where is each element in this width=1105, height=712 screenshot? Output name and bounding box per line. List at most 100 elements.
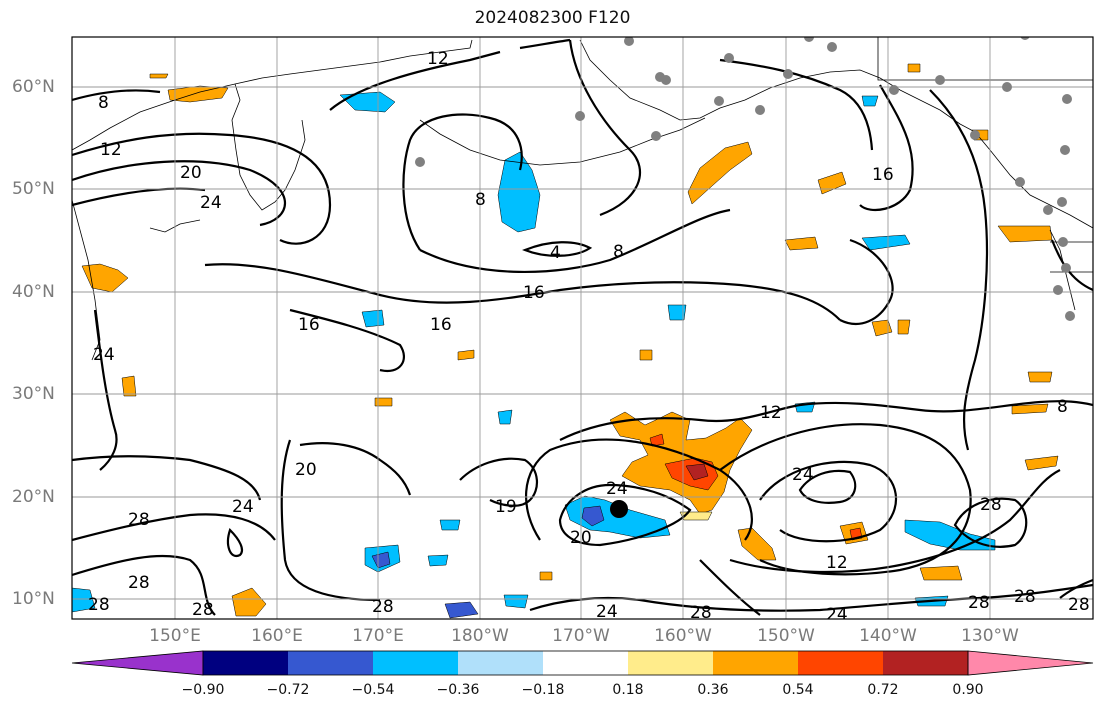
- contour-line: [839, 238, 894, 325]
- contour-line: [522, 241, 593, 257]
- contour-line: [72, 513, 276, 542]
- colorbar-tick-label: 0.18: [612, 682, 644, 698]
- contour-label: 28: [690, 603, 712, 623]
- contour-label: 28: [980, 495, 1002, 515]
- fill-orange-patch: [1024, 455, 1059, 471]
- coastline-alaska: [579, 39, 1093, 229]
- colorbar-tick-label: −0.36: [436, 682, 480, 698]
- fill-orange-patch: [687, 141, 753, 205]
- fill-blue-patch: [581, 505, 605, 527]
- contour-line: [524, 438, 753, 541]
- fill-cyan-patch: [861, 95, 879, 107]
- contour-line: [280, 439, 381, 602]
- contour-label: 24: [93, 345, 115, 365]
- contour-line: [289, 308, 405, 373]
- fill-orange-patch: [149, 73, 169, 79]
- colorbar-tick-label: −0.54: [351, 682, 395, 698]
- fill-orange-patch: [231, 587, 267, 617]
- contour-line: [729, 469, 1061, 574]
- contour-line: [719, 58, 874, 151]
- colorbar-tick-label: −0.18: [521, 682, 565, 698]
- contour-line: [204, 263, 841, 321]
- colorbar-frame: [202, 650, 969, 676]
- lon-label: 150°W: [757, 626, 815, 646]
- fill-red-patch: [649, 433, 665, 447]
- contour-label: 12: [427, 49, 449, 69]
- contour-label: 20: [295, 460, 317, 480]
- fill-orange-patch: [897, 319, 911, 335]
- colorbar-segment-5: [543, 651, 628, 675]
- contour-line: [1059, 578, 1093, 599]
- graticule: [72, 37, 1093, 619]
- contour-label: 28: [192, 600, 214, 620]
- contour-line: [226, 527, 244, 558]
- fill-cyan-patch: [861, 234, 911, 251]
- contour-label: 24: [606, 479, 628, 499]
- lon-label: 160°W: [654, 626, 712, 646]
- fill-cyan-patch: [667, 304, 687, 321]
- contour-label: 24: [200, 193, 222, 213]
- fill-darkred-patch: [685, 463, 709, 481]
- colorbar-segment-10: [967, 650, 1094, 676]
- fill-cyan-patch: [497, 409, 513, 425]
- contour-line: [72, 132, 332, 245]
- colorbar-segment-9: [883, 651, 968, 675]
- fill-cyan-patch: [503, 594, 529, 609]
- fill-cyan-patch: [361, 309, 385, 328]
- lat-label: 30°N: [12, 384, 55, 404]
- fill-orange-patch: [457, 349, 475, 361]
- contour-line: [953, 497, 1028, 548]
- fill-cyan-patch: [339, 91, 396, 113]
- contour-line: [859, 84, 914, 212]
- contour-line: [459, 457, 538, 507]
- contour-label: 12: [100, 140, 122, 160]
- contour-label: 16: [430, 315, 452, 335]
- contour-label: 28: [128, 573, 150, 593]
- contour-line: [529, 583, 1093, 612]
- contour-label: 24: [826, 605, 848, 625]
- colorbar-tick-label: 0.72: [867, 682, 899, 698]
- contour-line: [929, 89, 989, 451]
- colorbar-tick-label: 0.54: [782, 682, 814, 698]
- colorbar-segment-1: [203, 651, 288, 675]
- contour-label: 20: [180, 163, 202, 183]
- contour-label: 28: [88, 595, 110, 615]
- contour-line: [72, 89, 161, 102]
- lon-label: 170°E: [352, 626, 404, 646]
- contour-line: [699, 559, 761, 616]
- colorbar-segment-3: [373, 651, 458, 675]
- contour-labels: 4 8 8 8 8 12 12 12 12 16 16 16 16 19 20 …: [88, 49, 1090, 625]
- lat-label: 60°N: [12, 77, 55, 97]
- fill-blue-patch: [371, 551, 391, 569]
- contour-label: 8: [613, 242, 624, 262]
- lon-label: 140°W: [859, 626, 917, 646]
- coastline-siberia: [72, 39, 473, 151]
- fill-orange-patch: [639, 349, 653, 361]
- fill-orange-patch: [784, 236, 819, 251]
- fill-orange-patch: [907, 63, 921, 73]
- contour-label: 4: [550, 243, 561, 263]
- colorbar-tick-label: 0.36: [697, 682, 729, 698]
- contour-line: [568, 39, 642, 217]
- contour-line: [759, 460, 898, 543]
- contour-label: 28: [968, 593, 990, 613]
- colorbar-segment-8: [798, 651, 883, 675]
- lat-label: 20°N: [12, 487, 55, 507]
- contour-label: 8: [475, 190, 486, 210]
- lon-label: 170°W: [552, 626, 610, 646]
- fill-cyan-patch: [427, 554, 449, 567]
- coastline-kuril: [149, 219, 201, 233]
- fill-cyan-patch: [72, 587, 96, 613]
- lon-label: 130°W: [961, 626, 1019, 646]
- coastline-kamchatka: [231, 83, 306, 211]
- map-title: 2024082300 F120: [474, 8, 631, 28]
- contour-label: 24: [232, 497, 254, 517]
- border-line: [877, 37, 1093, 273]
- fill-orange-patch: [1027, 371, 1053, 383]
- contour-line: [72, 160, 286, 227]
- anomaly-fills: [72, 63, 1059, 619]
- contour-line: [719, 423, 972, 576]
- colorbar: [71, 650, 1094, 676]
- fill-orange-patch: [871, 319, 893, 337]
